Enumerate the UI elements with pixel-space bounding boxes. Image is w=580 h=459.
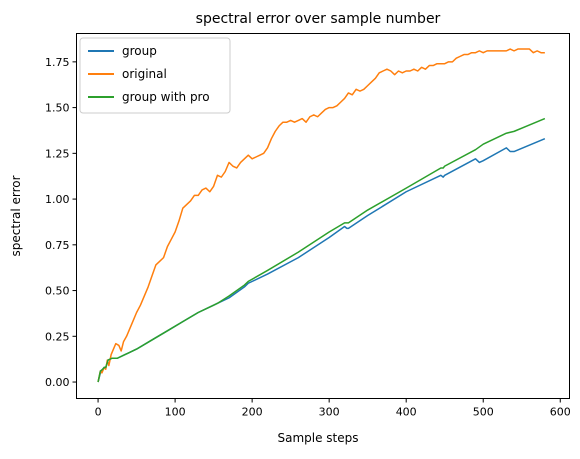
y-tick-label: 0.75	[45, 239, 70, 252]
plot-area: 0 100 200 300 400 500 600 0.00 0.25 0.50 0.75 1.00 1…	[45, 33, 571, 419]
y-tick-label: 1.00	[45, 193, 70, 206]
x-tick-label: 500	[473, 406, 494, 419]
series-layer	[97, 48, 546, 383]
x-tick-label: 400	[396, 406, 417, 419]
ticks-layer: 0 100 200 300 400 500 600 0.00 0.25 0.50 0.75 1.00 1…	[45, 56, 571, 419]
x-tick-label: 600	[550, 406, 571, 419]
legend-label: group	[122, 44, 157, 58]
legend-box	[79, 37, 231, 114]
series-line-2	[97, 48, 545, 383]
y-tick-label: 0.25	[45, 330, 70, 343]
y-tick-label: 1.75	[45, 56, 70, 69]
y-tick-label: 0.50	[45, 285, 70, 298]
legend-label: group with pro	[122, 90, 210, 104]
y-axis-label: spectral error	[9, 175, 23, 256]
legend: group original group with pro	[79, 37, 231, 114]
x-tick-label: 0	[95, 406, 102, 419]
y-tick-label: 1.50	[45, 102, 70, 115]
y-tick-label: 1.25	[45, 147, 70, 160]
x-tick-label: 300	[319, 406, 340, 419]
x-tick-label: 200	[242, 406, 263, 419]
y-tick-label: 0.00	[45, 376, 70, 389]
axes-frame	[76, 33, 570, 399]
x-axis-label: Sample steps	[277, 431, 358, 445]
legend-label: original	[122, 67, 167, 81]
series-line-3	[97, 117, 546, 383]
chart-title: spectral error over sample number	[196, 11, 441, 27]
x-tick-label: 100	[165, 406, 186, 419]
